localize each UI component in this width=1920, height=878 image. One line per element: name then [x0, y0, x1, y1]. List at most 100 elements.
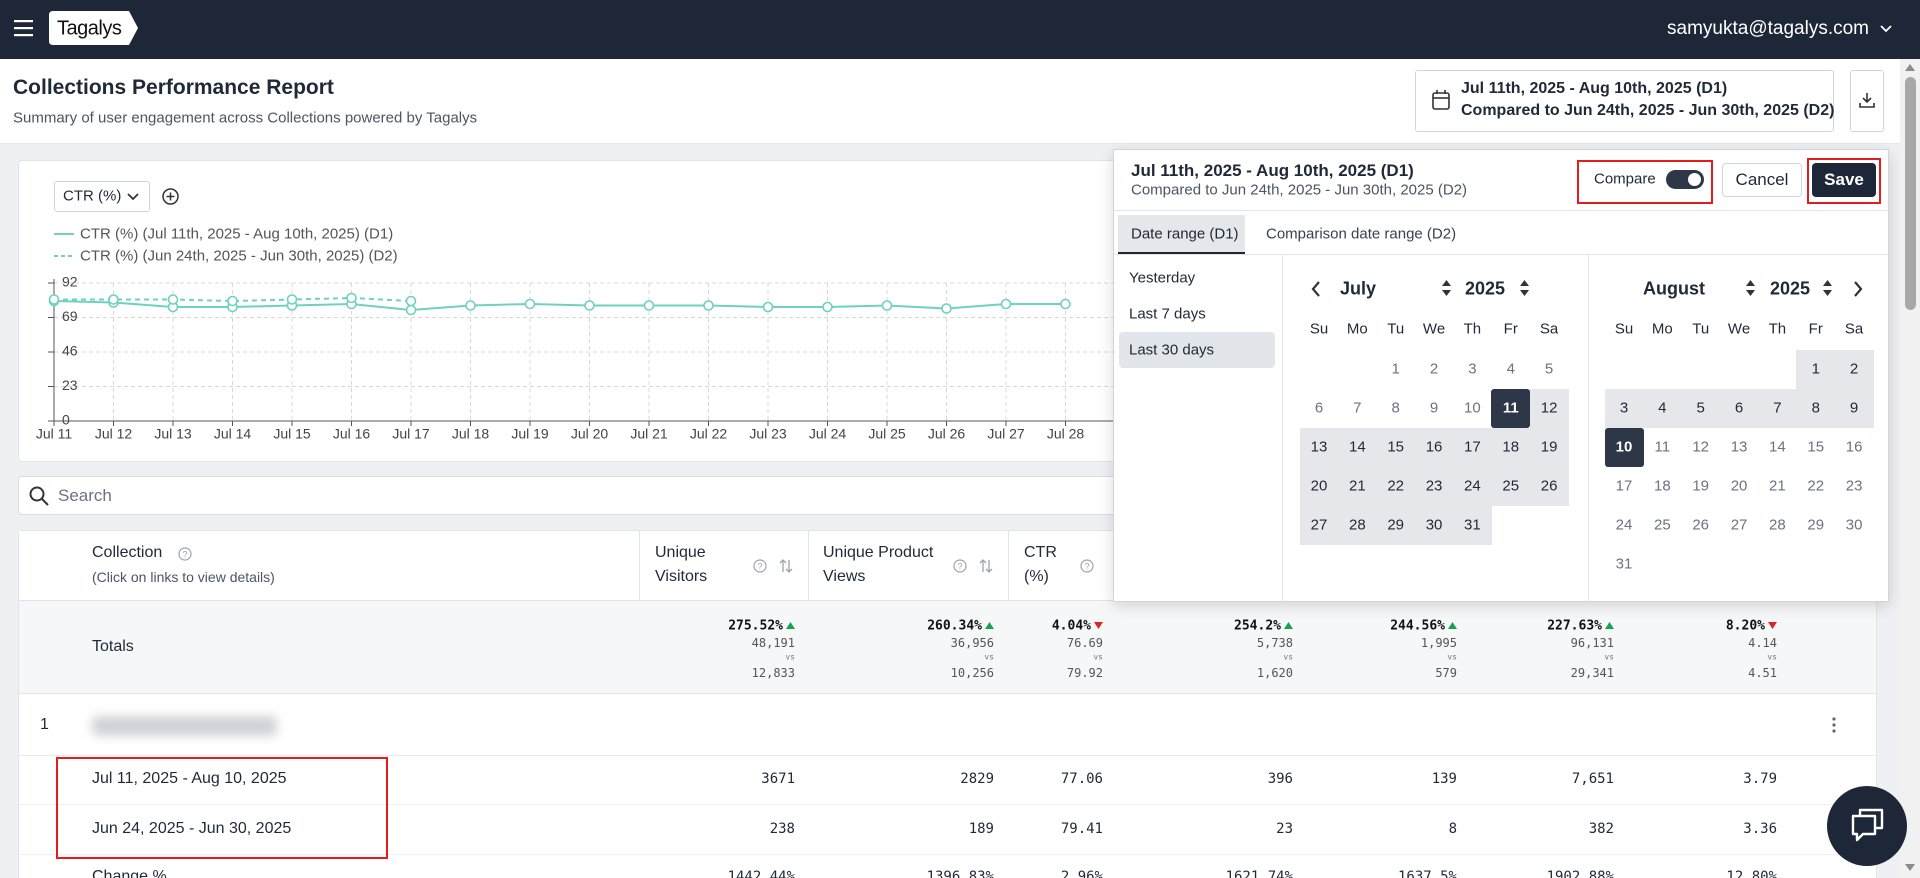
day[interactable]: 5: [1544, 360, 1554, 378]
year[interactable]: 2025: [1465, 278, 1506, 299]
day-in-range[interactable]: [1604, 388, 1644, 428]
next-month[interactable]: [1853, 281, 1863, 297]
day-in-range[interactable]: [1529, 388, 1569, 428]
day[interactable]: 16: [1845, 438, 1863, 456]
day-in-range[interactable]: [1299, 505, 1339, 545]
day[interactable]: 1: [1811, 360, 1820, 378]
download-button[interactable]: [1850, 70, 1884, 132]
chat-button[interactable]: [1827, 786, 1907, 866]
tab-active-bg[interactable]: [1118, 215, 1245, 254]
day-selected[interactable]: [1491, 388, 1531, 428]
year-spinner[interactable]: [1520, 280, 1529, 296]
metric-select[interactable]: [54, 181, 150, 212]
column-header[interactable]: Collection: [92, 544, 163, 561]
month-name[interactable]: July: [1340, 278, 1377, 299]
day[interactable]: 2: [1849, 360, 1859, 378]
day-in-range[interactable]: [1491, 466, 1531, 506]
day-in-range[interactable]: [1452, 505, 1492, 545]
day[interactable]: 31: [1615, 555, 1633, 573]
day[interactable]: 5: [1696, 399, 1705, 417]
day[interactable]: 18: [1502, 438, 1520, 456]
preset-option[interactable]: Last 7 days: [1129, 305, 1206, 323]
day-in-range[interactable]: [1414, 505, 1454, 545]
day[interactable]: 25: [1502, 477, 1520, 495]
row-menu[interactable]: [1831, 717, 1837, 733]
day[interactable]: 19: [1692, 477, 1710, 495]
day[interactable]: 28: [1349, 516, 1366, 534]
day-in-range[interactable]: [1376, 427, 1416, 467]
cancel-button[interactable]: [1722, 163, 1802, 197]
day[interactable]: 28: [1769, 516, 1786, 534]
year-spinner[interactable]: [1823, 280, 1832, 296]
day[interactable]: 26: [1540, 477, 1558, 495]
day-in-range[interactable]: [1529, 427, 1569, 467]
save-button[interactable]: [1812, 163, 1876, 197]
day[interactable]: 27: [1730, 516, 1748, 534]
day-in-range[interactable]: [1337, 466, 1377, 506]
prev-month[interactable]: [1311, 281, 1321, 297]
day[interactable]: 18: [1654, 477, 1671, 495]
day[interactable]: 9: [1429, 399, 1439, 417]
day-in-range[interactable]: [1757, 388, 1797, 428]
day[interactable]: 14: [1349, 438, 1366, 456]
preset-option[interactable]: Yesterday: [1129, 269, 1196, 287]
scroll-up[interactable]: [1905, 64, 1915, 71]
user-chevron[interactable]: [1880, 25, 1892, 33]
day[interactable]: 7: [1773, 399, 1782, 417]
day[interactable]: 30: [1425, 516, 1443, 534]
year-spinner[interactable]: [1746, 280, 1755, 296]
scrollbar-thumb[interactable]: [1905, 77, 1916, 310]
day[interactable]: 1: [1391, 360, 1400, 378]
column-header[interactable]: CTR (%): [1024, 544, 1057, 585]
column-header[interactable]: Unique Product Views: [823, 544, 934, 585]
day[interactable]: 26: [1692, 516, 1710, 534]
day[interactable]: 8: [1391, 399, 1400, 417]
user-email[interactable]: samyukta@tagalys.com: [1667, 18, 1869, 39]
column-header[interactable]: Unique Visitors: [655, 544, 708, 585]
scroll-down[interactable]: [1905, 864, 1915, 871]
day[interactable]: 21: [1349, 477, 1366, 495]
compare-toggle[interactable]: [1666, 170, 1704, 189]
day[interactable]: 25: [1654, 516, 1671, 534]
day[interactable]: 6: [1314, 399, 1324, 417]
logo-box[interactable]: [49, 11, 139, 45]
day-in-range[interactable]: [1337, 427, 1377, 467]
day[interactable]: 23: [1845, 477, 1863, 495]
day-in-range[interactable]: [1299, 427, 1339, 467]
day[interactable]: 8: [1811, 399, 1820, 417]
day[interactable]: 15: [1387, 438, 1405, 456]
day-in-range[interactable]: [1299, 466, 1339, 506]
help-icon[interactable]: ?: [1080, 559, 1094, 573]
day[interactable]: 29: [1387, 516, 1405, 534]
day[interactable]: 22: [1807, 477, 1825, 495]
add-metric[interactable]: [162, 188, 179, 205]
day-in-range[interactable]: [1414, 427, 1454, 467]
preset-active-bg[interactable]: [1119, 332, 1275, 368]
day[interactable]: 11: [1654, 438, 1671, 456]
day[interactable]: 10: [1615, 438, 1633, 456]
day[interactable]: 15: [1807, 438, 1825, 456]
day[interactable]: 17: [1615, 477, 1633, 495]
day[interactable]: 24: [1615, 516, 1633, 534]
day[interactable]: 16: [1425, 438, 1443, 456]
year-spinner[interactable]: [1442, 280, 1451, 296]
day-in-range[interactable]: [1642, 388, 1682, 428]
day[interactable]: 24: [1464, 477, 1481, 495]
collection-name-blurred[interactable]: [92, 716, 277, 736]
day[interactable]: 4: [1658, 399, 1667, 417]
day[interactable]: 27: [1310, 516, 1328, 534]
help-icon[interactable]: ?: [753, 559, 767, 573]
day-in-range[interactable]: [1834, 388, 1874, 428]
help-icon[interactable]: ?: [953, 559, 967, 573]
tab-label[interactable]: Comparison date range (D2): [1266, 225, 1457, 243]
sort-icon[interactable]: [779, 558, 793, 574]
preset-option[interactable]: Last 30 days: [1129, 341, 1215, 359]
sort-icon[interactable]: [979, 558, 993, 574]
day[interactable]: 31: [1464, 516, 1481, 534]
month-name[interactable]: August: [1643, 278, 1705, 299]
day[interactable]: 20: [1310, 477, 1328, 495]
day-in-range[interactable]: [1834, 349, 1874, 389]
day[interactable]: 11: [1502, 399, 1519, 417]
day[interactable]: 9: [1849, 399, 1859, 417]
day-in-range[interactable]: [1529, 466, 1569, 506]
